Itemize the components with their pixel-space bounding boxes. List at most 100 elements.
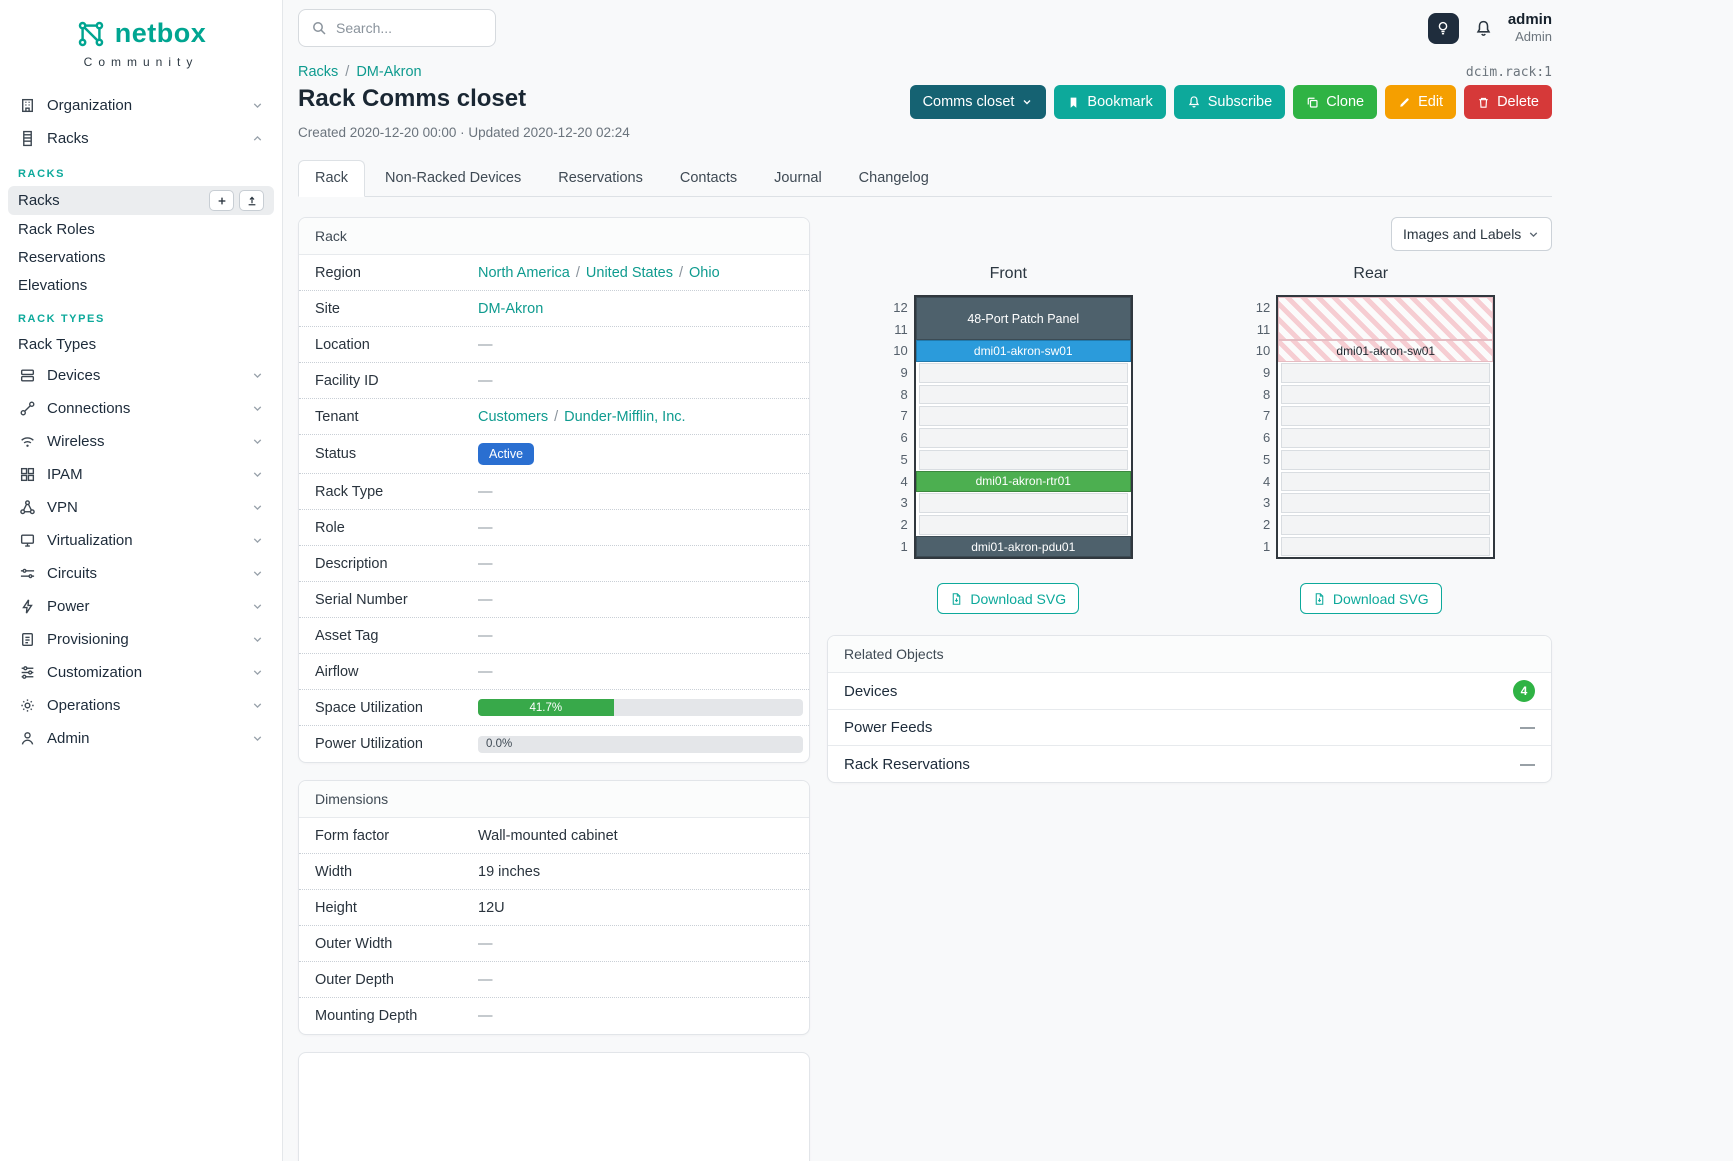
row-site: Site DM-Akron (299, 291, 809, 327)
edit-button[interactable]: Edit (1385, 85, 1457, 119)
device-router[interactable]: dmi01-akron-rtr01 (915, 470, 1131, 493)
tab-journal[interactable]: Journal (774, 170, 822, 186)
user-menu[interactable]: admin Admin (1508, 11, 1552, 46)
search-input[interactable] (336, 20, 517, 36)
sidebar-item-label: Elevations (18, 277, 88, 294)
sidebar-item-power[interactable]: Power (8, 590, 274, 623)
sidebar-item-racks-menu[interactable]: Racks (8, 122, 274, 155)
sidebar-item-elevations[interactable]: Elevations (8, 272, 274, 299)
sidebar-item-circuits[interactable]: Circuits (8, 557, 274, 590)
sidebar-item-connections[interactable]: Connections (8, 392, 274, 425)
clone-button[interactable]: Clone (1293, 85, 1378, 119)
chevron-down-icon (251, 501, 264, 514)
sidebar-item-provisioning[interactable]: Provisioning (8, 623, 274, 656)
netbox-logo[interactable]: netbox (8, 18, 274, 49)
chevron-down-icon (251, 468, 264, 481)
import-rack-button[interactable] (239, 190, 264, 211)
tab-non-racked-devices[interactable]: Non-Racked Devices (385, 170, 522, 186)
pencil-icon (1400, 97, 1409, 107)
card-title: Rack (299, 218, 809, 255)
sidebar-item-virtualization[interactable]: Virtualization (8, 524, 274, 557)
chevron-down-icon (251, 666, 264, 679)
rack-unit-slot (1278, 492, 1493, 514)
row-airflow: Airflow — (299, 654, 809, 690)
sidebar-item-racks[interactable]: Racks (8, 186, 274, 215)
sidebar-item-ipam[interactable]: IPAM (8, 458, 274, 491)
search-box[interactable] (298, 9, 517, 47)
rack-unit-slot (1278, 384, 1493, 406)
row-location: Location — (299, 327, 809, 363)
tenant-group-link[interactable]: Customers (478, 408, 549, 425)
sidebar-item-reservations[interactable]: Reservations (8, 244, 274, 271)
occupied-device-switch[interactable]: dmi01-akron-sw01 (1278, 340, 1494, 363)
row-outer-width: Outer Width — (299, 926, 809, 962)
bookmark-button[interactable]: Bookmark (1054, 85, 1166, 119)
elevation-view-select[interactable]: Images and Labels (1391, 217, 1552, 251)
device-count-badge: 4 (1513, 680, 1535, 703)
subscribe-button[interactable]: Subscribe (1173, 85, 1286, 119)
region-link[interactable]: North America (478, 264, 570, 281)
sidebar-item-label: Provisioning (47, 631, 129, 648)
sidebar-item-label: Racks (47, 130, 89, 147)
add-rack-button[interactable] (209, 190, 234, 211)
chevron-down-icon (251, 567, 264, 580)
region-link[interactable]: Ohio (689, 264, 720, 281)
related-devices-row[interactable]: Devices 4 (828, 673, 1551, 711)
tab-changelog[interactable]: Changelog (858, 170, 929, 186)
chevron-down-icon (251, 99, 264, 112)
tenant-link[interactable]: Dunder-Mifflin, Inc. (564, 408, 686, 425)
breadcrumb: Racks / DM-Akron dcim.rack:1 (298, 64, 1552, 80)
related-power-feeds-row[interactable]: Power Feeds — (828, 710, 1551, 747)
sidebar-item-wireless[interactable]: Wireless (8, 425, 274, 458)
sidebar-item-organization[interactable]: Organization (8, 89, 274, 122)
chevron-down-icon (251, 633, 264, 646)
sidebar-item-label: IPAM (47, 466, 83, 483)
breadcrumb-site-link[interactable]: DM-Akron (356, 64, 422, 80)
rack-unit-slot (1278, 449, 1493, 471)
sidebar-item-vpn[interactable]: VPN (8, 491, 274, 524)
device-pdu[interactable]: dmi01-akron-pdu01 (915, 535, 1131, 558)
theme-toggle-button[interactable] (1427, 12, 1459, 44)
lightbulb-icon (1439, 21, 1448, 35)
tab-reservations[interactable]: Reservations (558, 170, 643, 186)
status-badge: Active (478, 443, 535, 465)
device-patch-panel[interactable]: 48-Port Patch Panel (915, 297, 1131, 341)
rack-unit-slot (1278, 471, 1493, 493)
group-title-racks: RACKS (18, 168, 66, 180)
rack-icon (18, 130, 36, 147)
page-title: Rack Comms closet (298, 85, 527, 112)
rear-title: Rear (1353, 265, 1389, 282)
site-link[interactable]: DM-Akron (478, 300, 544, 317)
download-svg-rear-button[interactable]: Download SVG (1299, 583, 1442, 615)
rack-selector-dropdown[interactable]: Comms closet (909, 85, 1047, 119)
sidebar-item-rack-roles[interactable]: Rack Roles (8, 216, 274, 243)
related-rack-reservations-row[interactable]: Rack Reservations — (844, 755, 1535, 773)
sidebar-item-devices[interactable]: Devices (8, 359, 274, 392)
row-serial-number: Serial Number — (299, 582, 809, 618)
wifi-icon (18, 433, 36, 450)
tab-contacts[interactable]: Contacts (679, 170, 738, 186)
sidebar-item-admin[interactable]: Admin (8, 722, 274, 755)
rear-rack-drawing: dmi01-akron-sw01 (1276, 295, 1496, 560)
sidebar-item-label: Wireless (47, 433, 105, 450)
caret-down-icon (1023, 100, 1031, 105)
card-title: Related Objects (828, 636, 1551, 674)
download-svg-front-button[interactable]: Download SVG (937, 583, 1080, 615)
delete-button[interactable]: Delete (1464, 85, 1552, 119)
row-tenant: Tenant Customers / Dunder-Mifflin, Inc. (299, 399, 809, 435)
row-outer-depth: Outer Depth — (299, 962, 809, 998)
notifications-bell-icon[interactable] (1474, 19, 1493, 38)
sidebar-item-customization[interactable]: Customization (8, 656, 274, 689)
sidebar-item-operations[interactable]: Operations (8, 689, 274, 722)
tab-bar: Rack Non-Racked Devices Reservations Con… (298, 160, 1552, 197)
region-link[interactable]: United States (585, 264, 673, 281)
rack-unit-slot (916, 384, 1131, 406)
sidebar-item-label: Organization (47, 97, 133, 114)
breadcrumb-racks-link[interactable]: Racks (298, 64, 339, 80)
tab-rack[interactable]: Rack (298, 160, 366, 197)
user-role: Admin (1515, 29, 1552, 45)
sidebar-item-rack-types[interactable]: Rack Types (8, 331, 274, 358)
rack-card: Rack Region North America / United State… (298, 217, 810, 763)
device-switch[interactable]: dmi01-akron-sw01 (915, 340, 1131, 363)
